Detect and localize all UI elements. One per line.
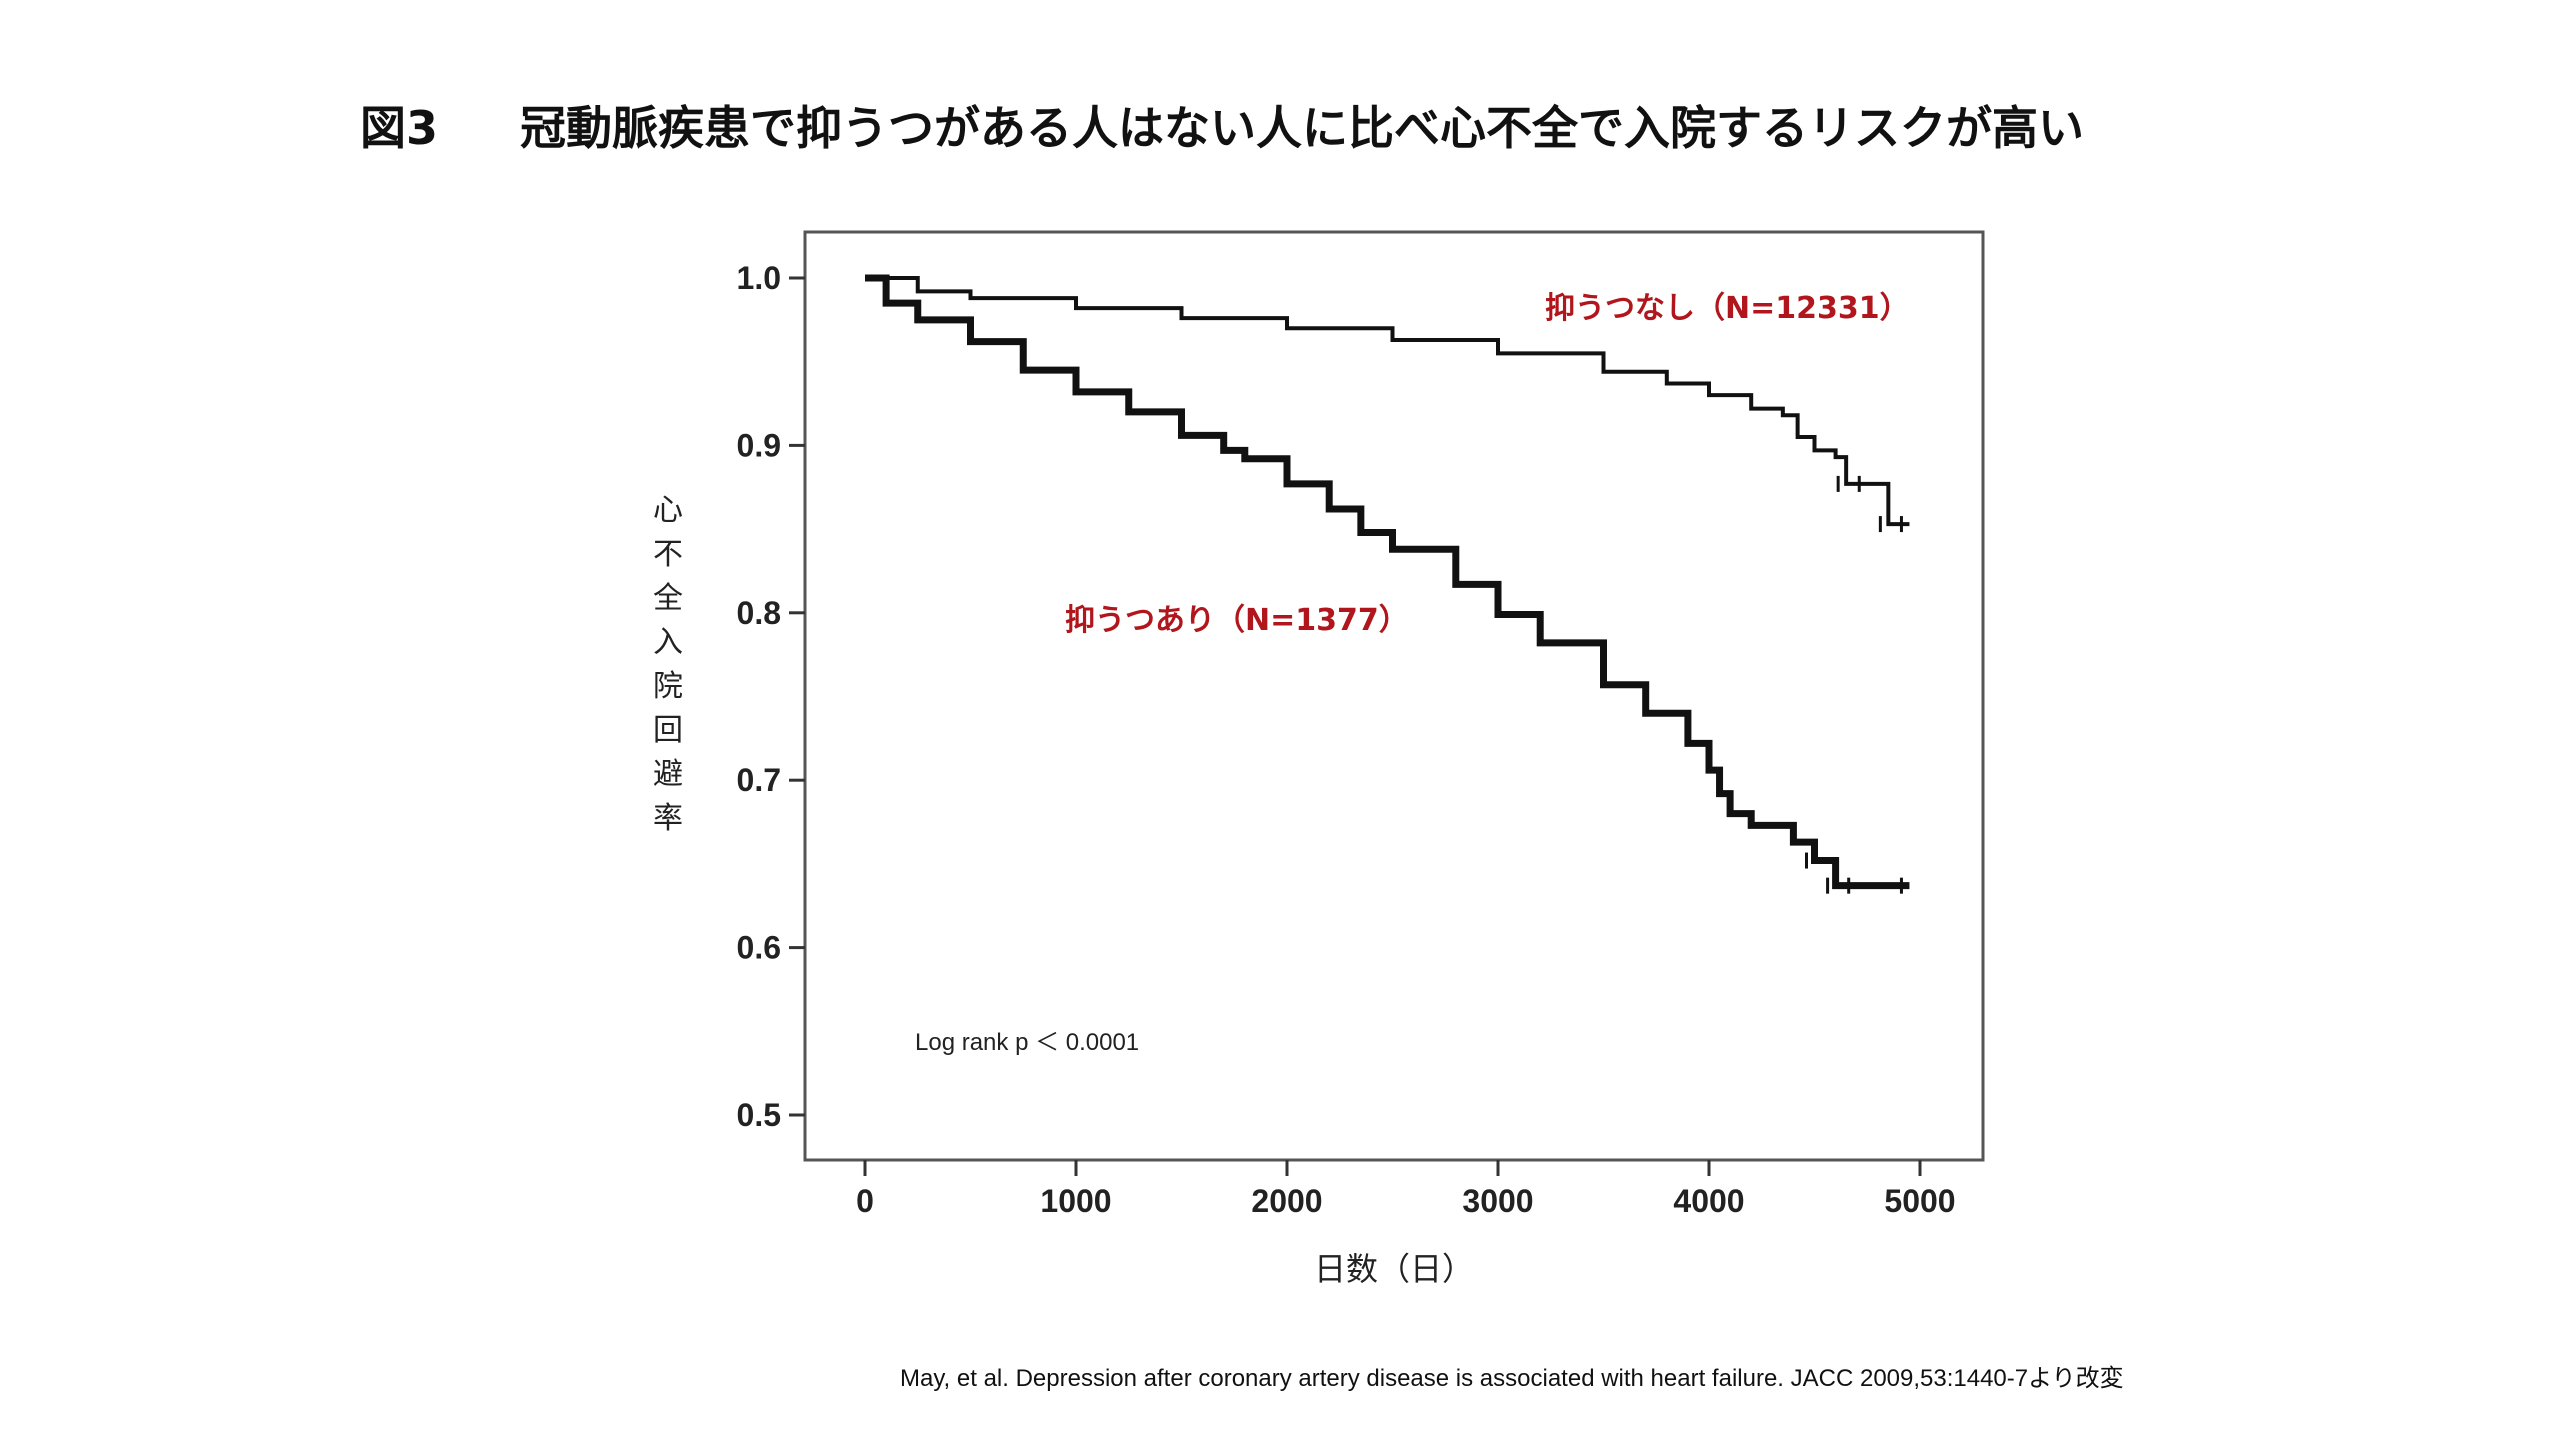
x-tick-label: 0 <box>856 1183 874 1219</box>
x-tick-label: 5000 <box>1884 1183 1955 1219</box>
x-tick-label: 2000 <box>1251 1183 1322 1219</box>
y-tick-label: 0.7 <box>737 762 781 798</box>
x-tick-label: 1000 <box>1040 1183 1111 1219</box>
series-line <box>865 276 1910 527</box>
y-axis-label: 心不全入院回避率 <box>653 493 683 836</box>
series-line <box>865 274 1910 890</box>
y-tick-label: 0.8 <box>737 595 781 631</box>
x-tick-label: 3000 <box>1462 1183 1533 1219</box>
x-tick-label: 4000 <box>1673 1183 1744 1219</box>
y-tick-label: 0.6 <box>737 930 781 966</box>
y-tick-label: 0.9 <box>737 427 781 463</box>
series-label: 抑うつなし（N=12331） <box>1545 291 1910 326</box>
pvalue-annotation: Log rank p ＜ 0.0001 <box>915 1029 1139 1056</box>
y-tick-label: 0.5 <box>737 1097 781 1133</box>
figure-title: 図3 冠動脈疾患で抑うつがある人はない人に比べ心不全で入院するリスクが高い <box>360 92 2084 162</box>
citation: May, et al. Depression after coronary ar… <box>900 1365 2124 1392</box>
series-label: 抑うつあり（N=1377） <box>1065 603 1409 638</box>
figure-number: 図3 <box>360 101 439 155</box>
x-axis-label: 日数（日） <box>1314 1250 1474 1288</box>
y-tick-label: 1.0 <box>737 260 781 296</box>
figure-title-text: 冠動脈疾患で抑うつがある人はない人に比べ心不全で入院するリスクが高い <box>520 101 2084 155</box>
plot-frame <box>803 230 1985 1162</box>
